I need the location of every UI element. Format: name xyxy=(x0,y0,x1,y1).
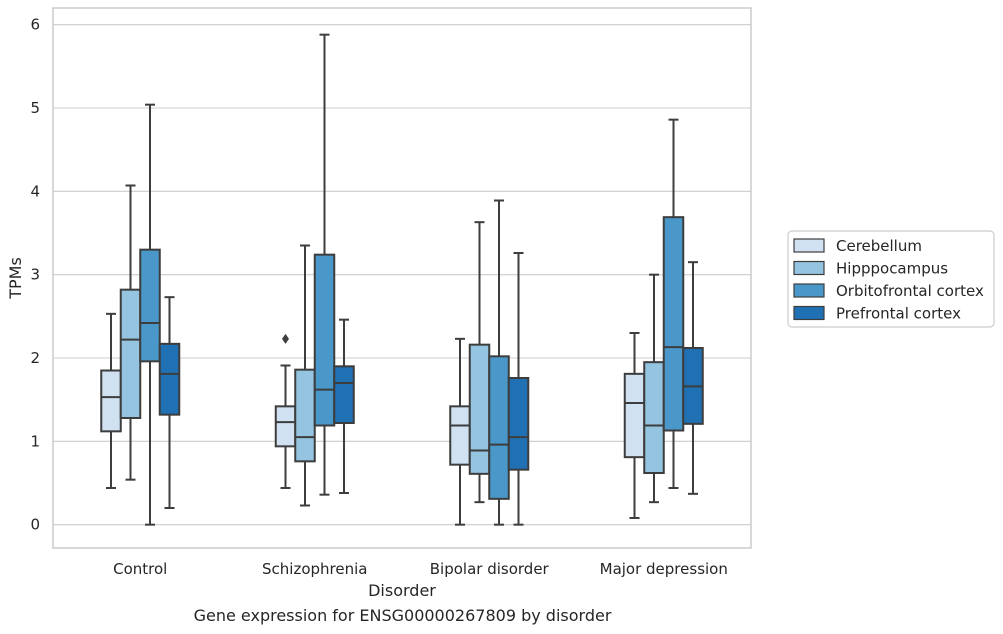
x-tick-label: Major depression xyxy=(600,560,728,578)
legend-label: Prefrontal cortex xyxy=(836,305,961,323)
y-tick-label: 0 xyxy=(30,516,40,534)
box xyxy=(468,343,491,475)
box xyxy=(100,369,122,433)
y-axis-label: TPMs xyxy=(6,257,25,300)
box xyxy=(313,253,336,427)
box xyxy=(294,368,316,463)
y-tick-label: 3 xyxy=(30,266,40,284)
box xyxy=(119,288,142,419)
x-axis-label: Disorder xyxy=(368,581,436,600)
x-tick-label: Bipolar disorder xyxy=(430,560,550,578)
box xyxy=(623,372,646,459)
box xyxy=(139,248,161,363)
box xyxy=(662,216,685,432)
y-tick-label: 5 xyxy=(30,99,40,117)
legend-box xyxy=(787,230,995,328)
plot-frame xyxy=(52,7,752,549)
x-tick-label: Schizophrenia xyxy=(262,560,367,578)
outlier-point xyxy=(282,333,289,344)
legend-swatch xyxy=(793,238,825,253)
y-tick-label: 1 xyxy=(30,432,40,450)
legend-swatch xyxy=(793,283,825,298)
box xyxy=(507,377,530,471)
box xyxy=(158,342,181,416)
x-tick-label: Control xyxy=(113,560,167,578)
legend-label: Hipppocampus xyxy=(836,260,948,278)
y-tick-label: 6 xyxy=(30,16,40,34)
y-tick-label: 4 xyxy=(30,182,40,200)
legend-swatch xyxy=(793,305,825,321)
box xyxy=(488,355,510,500)
y-tick-label: 2 xyxy=(30,349,40,367)
box xyxy=(274,405,297,448)
legend-label: Orbitofrontal cortex xyxy=(836,282,984,300)
box xyxy=(643,361,665,474)
box xyxy=(333,365,355,425)
legend-label: Cerebellum xyxy=(836,237,922,255)
figure-caption: Gene expression for ENSG00000267809 by d… xyxy=(193,606,612,625)
legend-swatch xyxy=(793,260,825,276)
box xyxy=(449,405,471,466)
